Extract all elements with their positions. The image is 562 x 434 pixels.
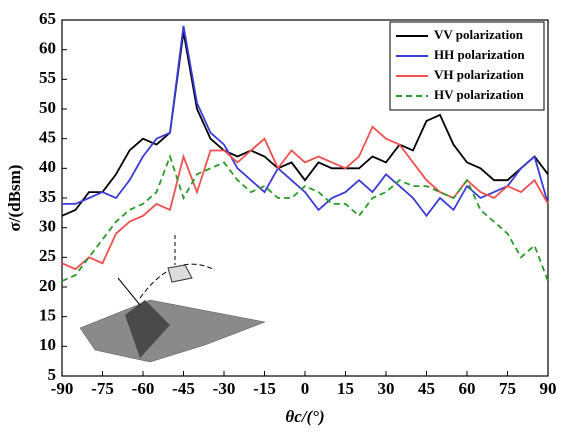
y-tick-label: 45 [39, 128, 56, 147]
y-tick-label: 60 [39, 39, 56, 58]
y-tick-label: 65 [39, 9, 56, 28]
y-tick-label: 50 [39, 98, 56, 117]
x-tick-label: 0 [301, 379, 310, 398]
legend-label: HH polarization [434, 47, 525, 62]
series-line [61, 153, 549, 282]
legend-label: VH polarization [434, 67, 525, 82]
y-tick-label: 15 [39, 306, 56, 325]
legend-box [389, 21, 545, 111]
x-tick-label: -30 [213, 379, 236, 398]
x-tick-label: 45 [418, 379, 435, 398]
y-tick-label: 35 [39, 187, 56, 206]
y-tick-label: 20 [39, 276, 56, 295]
y-tick-label: 30 [39, 217, 56, 236]
y-tick-label: 5 [48, 365, 57, 384]
legend-label: VV polarization [434, 27, 524, 42]
x-tick-label: -75 [91, 379, 114, 398]
series-line [61, 31, 549, 217]
x-tick-label: 30 [378, 379, 395, 398]
x-tick-label: 75 [499, 379, 516, 398]
y-tick-label: 40 [39, 157, 56, 176]
x-tick-label: 60 [459, 379, 476, 398]
x-tick-label: -15 [253, 379, 276, 398]
inset-illustration [79, 235, 266, 363]
y-tick-label: 25 [39, 246, 56, 265]
x-tick-label: 90 [540, 379, 557, 398]
x-tick-label: -60 [132, 379, 155, 398]
x-tick-label: 15 [337, 379, 354, 398]
x-tick-label: -45 [172, 379, 195, 398]
legend-label: HV polarization [434, 87, 524, 102]
y-tick-label: 10 [39, 335, 56, 354]
x-axis-label: θc/(°) [285, 407, 324, 426]
y-tick-label: 55 [39, 68, 56, 87]
y-axis-label: σ/(dBsm) [5, 165, 24, 232]
x-tick-label: -90 [51, 379, 74, 398]
series-line [62, 25, 549, 218]
